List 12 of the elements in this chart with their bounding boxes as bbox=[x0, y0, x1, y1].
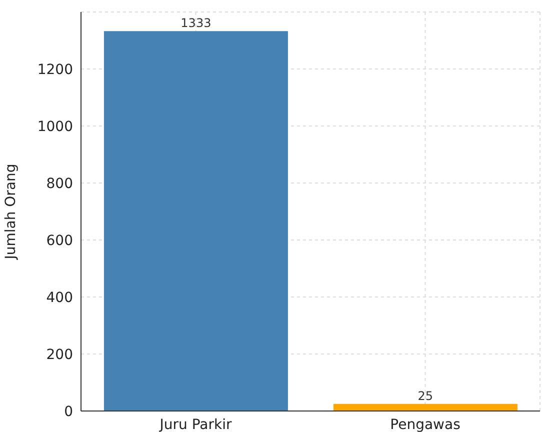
y-tick-label: 1200 bbox=[37, 62, 73, 78]
x-tick-label: Juru Parkir bbox=[158, 416, 232, 432]
y-tick-label: 800 bbox=[46, 176, 73, 192]
data-label: 25 bbox=[418, 388, 434, 403]
y-tick-label: 200 bbox=[46, 346, 73, 363]
y-tick-label: 400 bbox=[46, 290, 73, 306]
data-label: 1333 bbox=[180, 16, 212, 30]
x-tick-label: Pengawas bbox=[390, 416, 460, 432]
y-tick-label: 1000 bbox=[37, 118, 73, 135]
y-tick-label: 600 bbox=[46, 232, 73, 249]
y-tick-label: 0 bbox=[64, 404, 73, 420]
y-axis-title: Jumlah Orang bbox=[2, 164, 19, 260]
